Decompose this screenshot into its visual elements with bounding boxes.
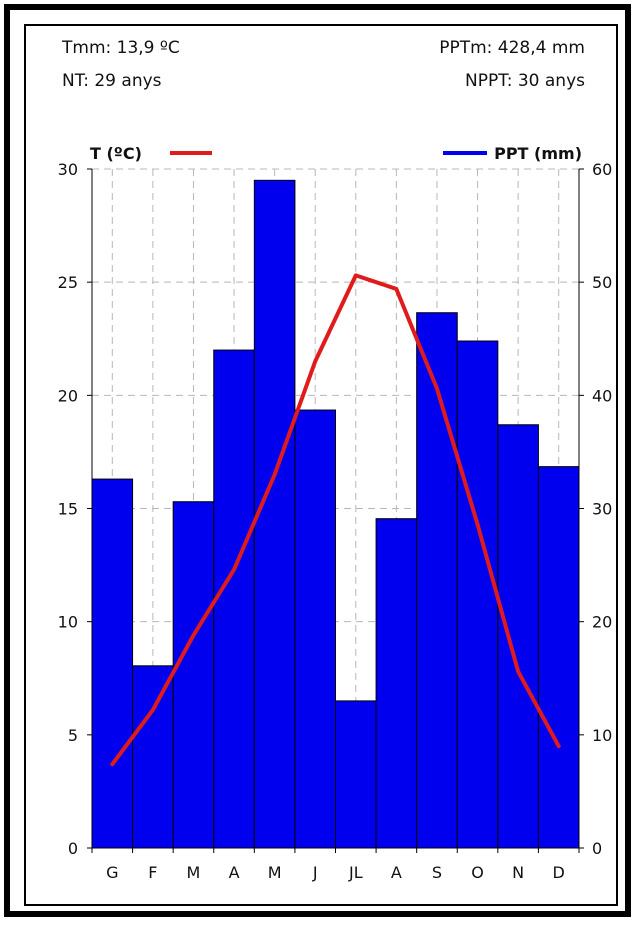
left-axis-tick-label: 20 — [58, 386, 78, 405]
x-axis-tick-label: O — [471, 863, 484, 882]
left-axis-tick-label: 25 — [58, 273, 78, 292]
precip-bar — [335, 700, 377, 849]
stat-tmm: Tmm: 13,9 ºC — [62, 38, 180, 58]
x-axis-tick-label: M — [187, 863, 201, 882]
x-axis-tick-label: M — [268, 863, 282, 882]
precip-bar — [497, 424, 539, 849]
precip-bar — [172, 501, 215, 849]
precip-bar — [375, 518, 418, 849]
x-axis-tick-label: D — [553, 863, 565, 882]
stat-nt: NT: 29 anys — [62, 71, 162, 91]
left-axis-tick-label: 5 — [68, 726, 78, 745]
right-axis-tick-label: 0 — [592, 839, 602, 858]
legend-temperature-label: T (ºC) — [90, 144, 142, 163]
x-axis-tick-label: A — [229, 863, 240, 882]
right-axis-tick-label: 60 — [592, 160, 612, 179]
x-axis-tick-label: JL — [348, 863, 363, 882]
precip-bar — [294, 409, 336, 849]
precip-bar — [91, 478, 134, 849]
x-axis-tick-label: F — [148, 863, 157, 882]
x-axis-tick-label: S — [432, 863, 442, 882]
left-axis-tick-label: 15 — [58, 500, 78, 519]
right-axis-tick-label: 40 — [592, 386, 612, 405]
right-axis-tick-label: 10 — [592, 726, 612, 745]
temperature-line — [110, 273, 561, 767]
precip-bar — [456, 340, 499, 849]
precip-bar — [132, 665, 174, 849]
right-axis-tick-label: 20 — [592, 613, 612, 632]
x-axis-tick-label: A — [391, 863, 402, 882]
right-axis-tick-label: 30 — [592, 500, 612, 519]
stat-nppt: NPPT: 30 anys — [464, 71, 585, 91]
x-axis-tick-label: G — [106, 863, 118, 882]
precip-bar — [537, 466, 580, 849]
right-axis-tick-label: 50 — [592, 273, 612, 292]
precip-bar — [253, 179, 296, 849]
left-axis-tick-label: 30 — [58, 160, 78, 179]
left-axis-tick-label: 10 — [58, 613, 78, 632]
legend-precip-label: PPT (mm) — [494, 144, 582, 163]
x-axis-tick-label: N — [512, 863, 524, 882]
stat-pptm: PPTm: 428,4 mm — [439, 38, 585, 58]
left-axis-tick-label: 0 — [68, 839, 78, 858]
x-axis-tick-label: J — [312, 863, 318, 882]
precip-bar — [213, 349, 255, 849]
